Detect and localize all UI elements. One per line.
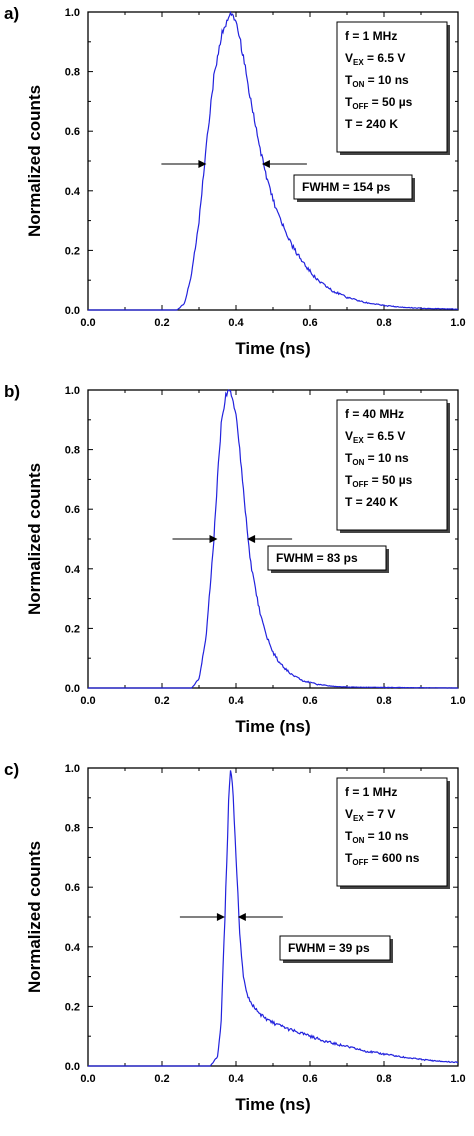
x-axis-title: Time (ns): [235, 1095, 310, 1114]
param-line: TOFF = 50 µs: [345, 95, 413, 111]
y-tick-label: 0.8: [65, 823, 80, 835]
param-line: f = 40 MHz: [345, 407, 404, 421]
x-tick-label: 0.2: [154, 695, 169, 707]
param-line: f = 1 MHz: [345, 29, 397, 43]
param-line: TON = 10 ns: [345, 451, 409, 467]
y-tick-label: 0.8: [65, 67, 80, 79]
chart-c: 0.0 0.2 0.4 0.6 0.8 1.0 0.0 0.2 0.4 0.6 0.8 1.0 Time…: [25, 763, 466, 1114]
x-tick-label: 1.0: [450, 1073, 465, 1085]
y-tick-label: 0.4: [65, 942, 81, 954]
x-axis-title: Time (ns): [235, 717, 310, 736]
y-tick-label: 0.2: [65, 623, 80, 635]
param-line: VEX = 6.5 V: [345, 429, 405, 445]
x-tick-label: 0.8: [376, 1073, 391, 1085]
y-tick-label: 1.0: [65, 763, 80, 775]
x-tick-label: 0.8: [376, 317, 391, 329]
fwhm-label: FWHM = 39 ps: [288, 941, 370, 955]
y-tick-label: 1.0: [65, 7, 80, 19]
y-tick-label: 0.0: [65, 305, 80, 317]
x-axis-title: Time (ns): [235, 339, 310, 358]
x-tick-label: 0.8: [376, 695, 391, 707]
y-tick-label: 0.0: [65, 683, 80, 695]
panel-label: a): [4, 4, 20, 23]
x-tick-label: 0.4: [228, 695, 244, 707]
y-tick-label: 0.4: [65, 564, 81, 576]
x-tick-label: 1.0: [450, 317, 465, 329]
x-tick-label: 0.2: [154, 317, 169, 329]
y-tick-label: 0.2: [65, 245, 80, 257]
fwhm-label: FWHM = 154 ps: [302, 180, 391, 194]
x-tick-label: 0.2: [154, 1073, 169, 1085]
x-tick-label: 0.6: [302, 1073, 317, 1085]
panel-c: c) 0.0 0.2 0.4 0.6 0.8 1.0 0.0 0.2 0.4 0.6 0.8 1.0 T…: [0, 756, 474, 1134]
y-tick-label: 0.6: [65, 504, 80, 516]
data-series-line: [88, 770, 459, 1067]
fwhm-left-arrowhead: [216, 913, 225, 921]
chart-a: 0.0 0.2 0.4 0.6 0.8 1.0 0.0 0.2 0.4 0.6 0.8 1.0 Time…: [25, 7, 466, 358]
fwhm-right-arrowhead: [247, 535, 256, 543]
fwhm-label: FWHM = 83 ps: [276, 551, 358, 565]
panel-label: c): [4, 760, 20, 779]
param-box: [336, 777, 448, 887]
param-line: TOFF = 600 ns: [345, 851, 420, 867]
param-line: T = 240 K: [345, 117, 398, 131]
param-box: [336, 21, 448, 153]
y-tick-label: 0.2: [65, 1001, 80, 1013]
chart-b: 0.0 0.2 0.4 0.6 0.8 1.0 0.0 0.2 0.4 0.6 0.8 1.0 Time…: [25, 385, 466, 736]
x-tick-label: 0.0: [80, 317, 95, 329]
y-axis-title: Normalized counts: [25, 841, 44, 993]
y-axis-title: Normalized counts: [25, 463, 44, 615]
data-series-line: [88, 10, 459, 311]
fwhm-box: [293, 174, 413, 200]
param-line: VEX = 7 V: [345, 807, 395, 823]
x-tick-label: 0.0: [80, 695, 95, 707]
y-tick-label: 1.0: [65, 385, 80, 397]
y-tick-label: 0.0: [65, 1061, 80, 1073]
y-tick-label: 0.6: [65, 126, 80, 138]
param-line: T = 240 K: [345, 495, 398, 509]
data-series-line: [88, 389, 458, 689]
panel-a: a) 0.0 0.2 0.4 0.6 0.8 1.0 0.0 0.2 0.4 0.6 0.8 1.0 T…: [0, 0, 474, 378]
param-line: TON = 10 ns: [345, 73, 409, 89]
x-tick-label: 0.0: [80, 1073, 95, 1085]
y-axis-title: Normalized counts: [25, 85, 44, 237]
param-line: VEX = 6.5 V: [345, 51, 405, 67]
fwhm-left-arrowhead: [209, 535, 218, 543]
fwhm-right-arrowhead: [237, 913, 246, 921]
x-tick-label: 0.4: [228, 1073, 244, 1085]
x-tick-label: 1.0: [450, 695, 465, 707]
fwhm-box: [279, 935, 391, 961]
param-line: TON = 10 ns: [345, 829, 409, 845]
param-box: [336, 399, 448, 531]
x-tick-label: 0.4: [228, 317, 244, 329]
fwhm-right-arrowhead: [261, 159, 270, 168]
param-line: f = 1 MHz: [345, 785, 397, 799]
y-tick-label: 0.8: [65, 445, 80, 457]
panel-b: b) 0.0 0.2 0.4 0.6 0.8 1.0 0.0 0.2 0.4 0.6 0.8 1.0 T…: [0, 378, 474, 756]
x-tick-label: 0.6: [302, 317, 317, 329]
y-tick-label: 0.6: [65, 882, 80, 894]
param-line: TOFF = 50 µs: [345, 473, 413, 489]
x-tick-label: 0.6: [302, 695, 317, 707]
y-tick-label: 0.4: [65, 186, 81, 198]
panel-label: b): [4, 382, 21, 401]
fwhm-left-arrowhead: [198, 159, 207, 168]
fwhm-box: [267, 545, 387, 571]
